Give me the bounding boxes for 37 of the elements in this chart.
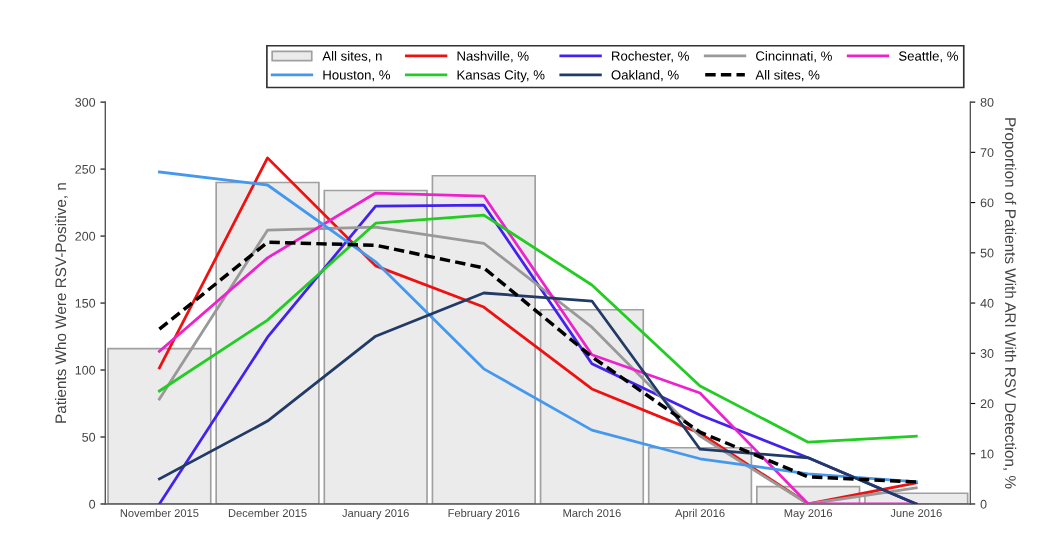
y-tick-label: 100 (75, 365, 96, 375)
legend-label: Rochester, % (612, 51, 689, 63)
x-tick-label: March 2016 (563, 508, 621, 517)
legend-label: Oakland, % (611, 69, 679, 82)
y2-tick-label: 10 (981, 449, 994, 459)
y2-tick-label: 70 (980, 148, 994, 157)
legend-label: All sites, % (755, 69, 820, 82)
x-tick-label: May 2016 (784, 509, 833, 520)
x-tick-label: January 2016 (342, 509, 409, 520)
line-series (158, 213, 918, 444)
y2-tick-label: 50 (980, 248, 994, 258)
x-tick-label: June 2016 (890, 509, 942, 517)
y2-tick-label: 40 (980, 298, 994, 308)
y-axis-title: Patients Who Were RSV-Positive, n (54, 183, 68, 423)
x-tick-label: December 2015 (228, 508, 307, 517)
y2-tick-label: 30 (980, 349, 994, 358)
legend-label: Nashville, % (457, 51, 529, 63)
x-tick-label: April 2016 (675, 508, 725, 520)
y-tick-label: 50 (82, 432, 96, 442)
line-series (158, 291, 918, 504)
y2-tick-label: 20 (980, 399, 994, 409)
legend-label: Kansas City, % (457, 69, 545, 83)
legend-label: Cincinnati, % (756, 51, 832, 63)
x-tick-label: November 2015 (120, 508, 199, 517)
legend-label: Houston, % (323, 70, 391, 82)
x-tick-label: February 2016 (448, 508, 520, 520)
y2-tick-label: 0 (980, 499, 987, 509)
legend-label: Seattle, % (898, 51, 959, 63)
y2-tick-label: 60 (980, 198, 994, 208)
y-tick-label: 150 (75, 298, 96, 308)
y-tick-label: 300 (75, 97, 96, 107)
y-tick-label: 250 (75, 164, 96, 174)
y2-tick-label: 80 (980, 97, 994, 107)
y-tick-label: 0 (89, 499, 96, 509)
y-tick-label: 200 (75, 231, 96, 241)
legend-label: All sites, n (322, 51, 382, 63)
y2-axis-title: Proportion of Patients With ARI With RSV Detection, % (1001, 118, 1017, 489)
